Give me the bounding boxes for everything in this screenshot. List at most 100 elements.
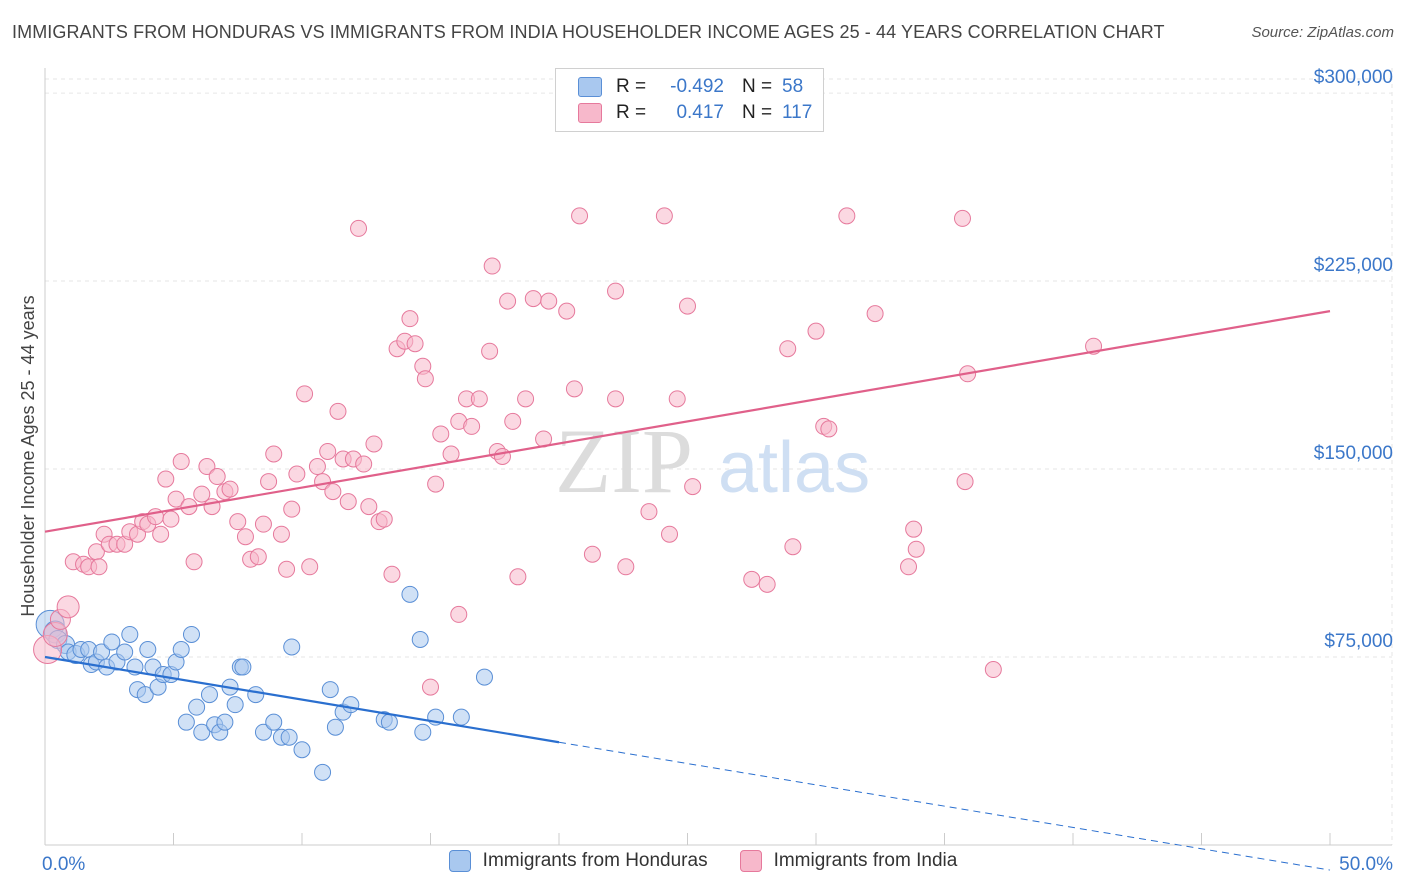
point-india <box>558 302 576 320</box>
y-tick-label: $225,000 <box>1314 255 1393 276</box>
legend-r-label: R = <box>616 102 647 123</box>
point-india <box>540 292 558 310</box>
point-india <box>329 402 347 420</box>
point-india <box>260 473 278 491</box>
point-india <box>172 453 190 471</box>
point-honduras <box>475 668 493 686</box>
point-india <box>288 465 306 483</box>
point-india <box>157 470 175 488</box>
point-india <box>249 548 267 566</box>
legend-swatch-honduras <box>448 850 471 872</box>
point-honduras <box>234 658 252 676</box>
point-india <box>198 458 216 476</box>
point-honduras <box>139 640 157 658</box>
legend-label-honduras: Immigrants from Honduras <box>482 850 708 871</box>
point-india <box>784 538 802 556</box>
point-india <box>432 425 450 443</box>
point-india <box>668 390 686 408</box>
point-india <box>953 209 971 227</box>
point-india <box>375 510 393 528</box>
point-india <box>350 219 368 237</box>
legend-n-value: 58 <box>782 76 804 97</box>
point-india <box>283 500 301 518</box>
point-india <box>481 342 499 360</box>
legend-r-label: R = <box>616 76 647 97</box>
legend-label-india: Immigrants from India <box>773 850 958 871</box>
trend-line-india <box>44 310 1331 533</box>
point-india <box>499 292 517 310</box>
point-honduras <box>342 696 360 714</box>
point-india <box>661 525 679 543</box>
point-india <box>56 595 80 619</box>
point-honduras <box>216 713 234 731</box>
chart-title: IMMIGRANTS FROM HONDURAS VS IMMIGRANTS F… <box>12 22 1165 42</box>
point-honduras <box>452 708 470 726</box>
watermark-atlas: atlas <box>718 428 870 508</box>
point-india <box>308 458 326 476</box>
series-legend: Immigrants from Honduras Immigrants from… <box>0 850 1406 872</box>
legend-row-india: R = 0.417 N = 117 <box>578 101 812 125</box>
point-india <box>517 390 535 408</box>
point-honduras <box>182 625 200 643</box>
point-honduras <box>283 638 301 656</box>
trend-lines <box>44 310 1331 871</box>
point-india <box>193 485 211 503</box>
point-honduras <box>321 681 339 699</box>
point-honduras <box>93 643 111 661</box>
point-india <box>820 420 838 438</box>
point-india <box>406 335 424 353</box>
source-label: Source: ZipAtlas.com <box>1251 24 1394 41</box>
y-tick-label: $75,000 <box>1324 631 1393 652</box>
point-honduras <box>172 640 190 658</box>
point-india <box>185 553 203 571</box>
point-india <box>679 297 696 315</box>
stats-legend: R = -0.492 N = 58 R = 0.417 N = 117 <box>555 68 824 132</box>
point-honduras <box>103 633 121 651</box>
legend-n-value: 117 <box>782 102 813 123</box>
point-india <box>416 370 434 388</box>
legend-item-honduras[interactable]: Immigrants from Honduras <box>448 850 708 872</box>
point-india <box>905 520 923 538</box>
point-india <box>583 545 601 563</box>
legend-swatch-india <box>739 850 762 872</box>
point-honduras <box>265 713 283 731</box>
point-india <box>607 282 625 300</box>
point-india <box>617 558 635 576</box>
trend-line-honduras <box>44 655 560 744</box>
point-india <box>162 510 180 528</box>
point-india <box>493 448 511 465</box>
point-india <box>470 390 488 408</box>
point-india <box>509 568 527 586</box>
point-india <box>422 678 439 696</box>
point-india <box>427 475 445 493</box>
point-honduras <box>280 728 298 746</box>
point-india <box>324 483 342 501</box>
y-axis-label: Householder Income Ages 25 - 44 years <box>18 295 38 616</box>
point-honduras <box>226 696 244 714</box>
point-india <box>900 558 918 576</box>
point-india <box>383 565 401 583</box>
point-honduras <box>380 713 398 731</box>
point-india <box>565 380 583 398</box>
point-india <box>301 558 319 576</box>
point-india <box>450 605 468 623</box>
point-india <box>319 442 337 460</box>
point-india <box>278 560 296 578</box>
point-india <box>907 540 925 558</box>
watermark: ZIP atlas <box>555 410 870 512</box>
legend-item-india[interactable]: Immigrants from India <box>739 850 958 872</box>
point-india <box>838 207 856 225</box>
point-india <box>655 207 673 225</box>
point-india <box>504 412 522 430</box>
x-tick-label-min: 0.0% <box>42 854 85 875</box>
point-honduras <box>121 625 139 643</box>
legend-swatch-india <box>578 103 602 123</box>
legend-n-label: N = <box>742 76 773 97</box>
point-india <box>758 575 776 593</box>
legend-swatch-honduras <box>578 77 602 97</box>
y-tick-label: $300,000 <box>1314 67 1393 88</box>
point-india <box>152 525 170 543</box>
point-india <box>296 385 314 403</box>
point-honduras <box>414 723 432 741</box>
